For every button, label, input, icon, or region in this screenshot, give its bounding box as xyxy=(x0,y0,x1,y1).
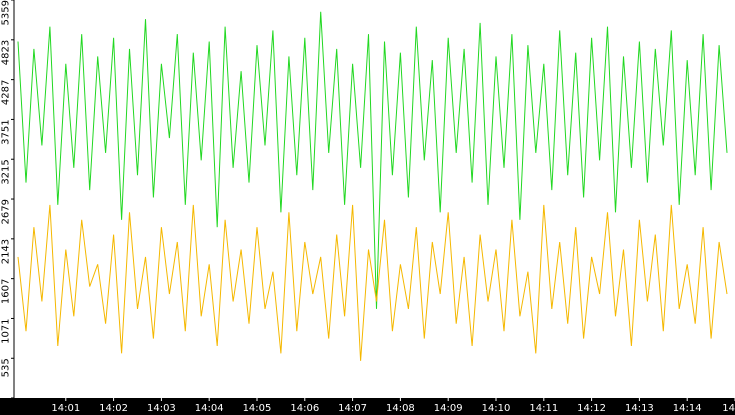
y-tick-label: 2679 xyxy=(0,199,11,224)
x-tick-label: 14:04 xyxy=(195,403,224,414)
series-line xyxy=(17,204,728,361)
y-tick-label: 4823 xyxy=(0,40,11,65)
y-tick-label: 5359 xyxy=(0,0,11,25)
x-tick-label: 14:11 xyxy=(529,403,558,414)
x-tick-label: 14:14 xyxy=(673,403,702,414)
y-tick-label: 3215 xyxy=(0,159,11,184)
x-tick-label: 14 xyxy=(722,403,735,414)
x-tick-label: 14:02 xyxy=(99,403,128,414)
x-tick-label: 14:09 xyxy=(434,403,463,414)
y-tick-label: 0 xyxy=(0,398,11,404)
y-tick-label: 1607 xyxy=(0,279,11,304)
x-tick-label: 14:12 xyxy=(577,403,606,414)
y-tick-label: 3751 xyxy=(0,119,11,144)
x-axis-bar xyxy=(0,398,735,415)
x-tick-label: 14:10 xyxy=(482,403,511,414)
x-tick-label: 14:13 xyxy=(625,403,654,414)
y-tick-label: 535 xyxy=(0,358,11,377)
series-line xyxy=(17,11,728,309)
x-tick-label: 14:03 xyxy=(147,403,176,414)
y-tick-label: 1071 xyxy=(0,318,11,343)
x-tick-label: 14:06 xyxy=(290,403,319,414)
x-tick-label: 14:08 xyxy=(386,403,415,414)
x-tick-label: 14:05 xyxy=(243,403,272,414)
x-tick-label: 14:07 xyxy=(338,403,367,414)
y-tick-label: 4287 xyxy=(0,80,11,105)
y-tick-label: 2143 xyxy=(0,239,11,264)
x-tick-label: 14:01 xyxy=(51,403,80,414)
